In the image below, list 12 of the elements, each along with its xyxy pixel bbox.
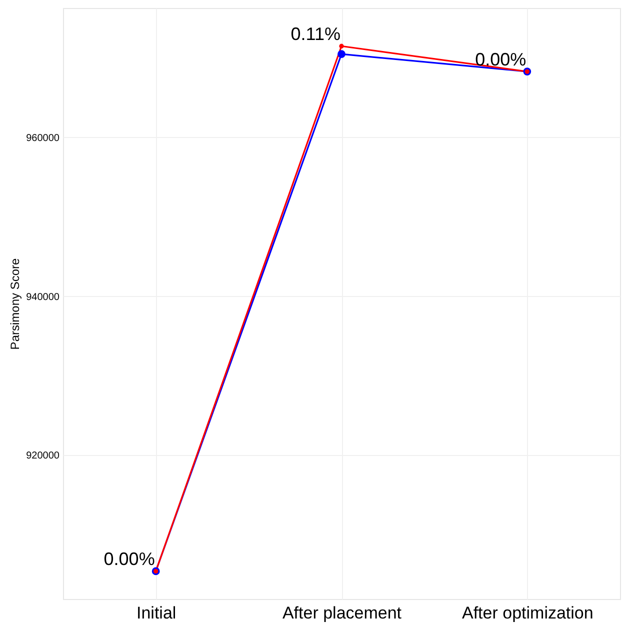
- y-tick-label: 960000: [26, 132, 60, 144]
- annotation: 0.11%: [290, 24, 340, 44]
- y-tick-label: 920000: [26, 450, 60, 462]
- x-tick-label: After placement: [282, 604, 402, 622]
- x-tick-label: After optimization: [462, 604, 594, 622]
- point: [338, 50, 346, 58]
- annotation: 0.00%: [475, 50, 526, 70]
- y-axis-title: Parsimony Score: [8, 258, 22, 350]
- point: [339, 44, 344, 48]
- annotation: 0.00%: [104, 549, 155, 570]
- y-tick-label: 940000: [26, 292, 60, 303]
- x-tick-label: Initial: [136, 604, 176, 622]
